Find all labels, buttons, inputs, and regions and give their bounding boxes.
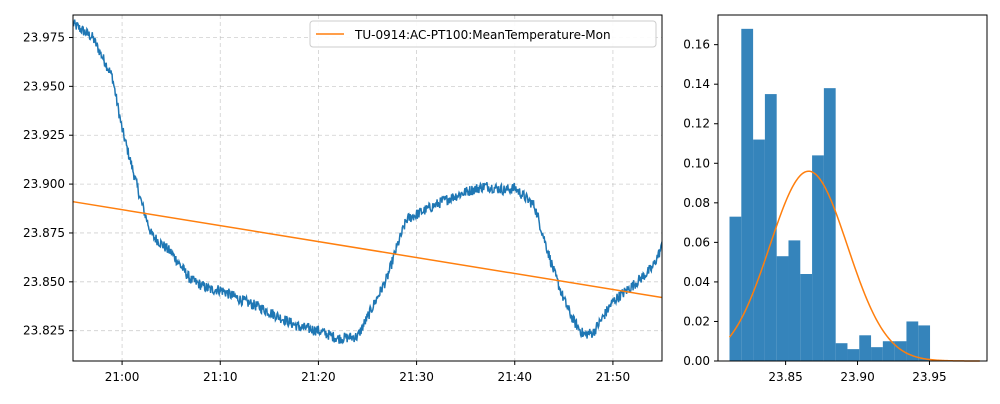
histogram-bar <box>871 347 883 361</box>
y-tick-label: 0.04 <box>683 275 710 289</box>
y-tick-label: 23.950 <box>23 79 65 93</box>
x-tick-label: 21:20 <box>301 370 336 384</box>
y-tick-label: 23.975 <box>23 30 65 44</box>
legend-label: TU-0914:AC-PT100:MeanTemperature-Mon <box>354 28 611 42</box>
y-tick-label: 0.12 <box>683 117 710 131</box>
y-tick-label: 0.08 <box>683 196 710 210</box>
y-tick-label: 23.925 <box>23 128 65 142</box>
plot-frame <box>72 14 663 362</box>
series-mean-temperature-line <box>72 200 663 299</box>
x-tick-label: 21:00 <box>105 370 140 384</box>
histogram-chart: 23.85 23.90 23.95 0.00 0.02 0.04 0.06 0.08 0.10 0… <box>683 14 988 384</box>
histogram-bar <box>847 349 860 361</box>
histogram-bar <box>812 155 824 361</box>
time-series-chart: 21:00 21:10 21:20 21:30 21:40 21:50 23.825 23.8… <box>23 14 663 384</box>
y-tick-label: 0.02 <box>683 314 710 328</box>
histogram-bar <box>823 88 836 361</box>
histogram-bar <box>835 343 848 361</box>
legend: TU-0914:AC-PT100:MeanTemperature-Mon <box>309 20 657 48</box>
x-tick-label: 21:40 <box>497 370 532 384</box>
x-tick-label: 21:10 <box>203 370 238 384</box>
histogram-bar <box>800 274 813 361</box>
histogram-bar <box>741 28 754 362</box>
histogram-bar <box>859 335 872 361</box>
y-tick-label: 0.00 <box>683 354 710 368</box>
y-tick-label: 0.10 <box>683 156 710 170</box>
y-tick-label: 23.875 <box>23 226 65 240</box>
histogram-bar <box>753 139 765 361</box>
histogram-bar <box>918 325 931 361</box>
series-temperature-line <box>73 19 662 345</box>
normal-fit-curve <box>728 170 980 362</box>
histogram-bar <box>764 94 777 361</box>
y-tick-label: 23.850 <box>23 275 65 289</box>
plot-frame <box>717 14 988 362</box>
x-tick-label: 23.90 <box>840 370 874 384</box>
y-tick-label: 0.14 <box>683 77 710 91</box>
legend-box <box>309 20 657 48</box>
histogram-bar <box>894 341 907 361</box>
x-tick-label: 23.85 <box>768 370 802 384</box>
y-tick-label: 23.825 <box>23 324 65 338</box>
y-tick-label: 0.16 <box>683 38 710 52</box>
y-tick-label: 0.06 <box>683 235 710 249</box>
histogram-bar <box>906 321 919 361</box>
histogram-bar <box>788 240 801 361</box>
x-tick-label: 23.95 <box>912 370 946 384</box>
histogram-bar <box>882 341 895 361</box>
histogram-bar <box>776 256 789 361</box>
x-tick-label: 21:30 <box>399 370 434 384</box>
y-tick-label: 23.900 <box>23 177 65 191</box>
histogram-bar <box>729 216 742 361</box>
x-tick-label: 21:50 <box>596 370 631 384</box>
